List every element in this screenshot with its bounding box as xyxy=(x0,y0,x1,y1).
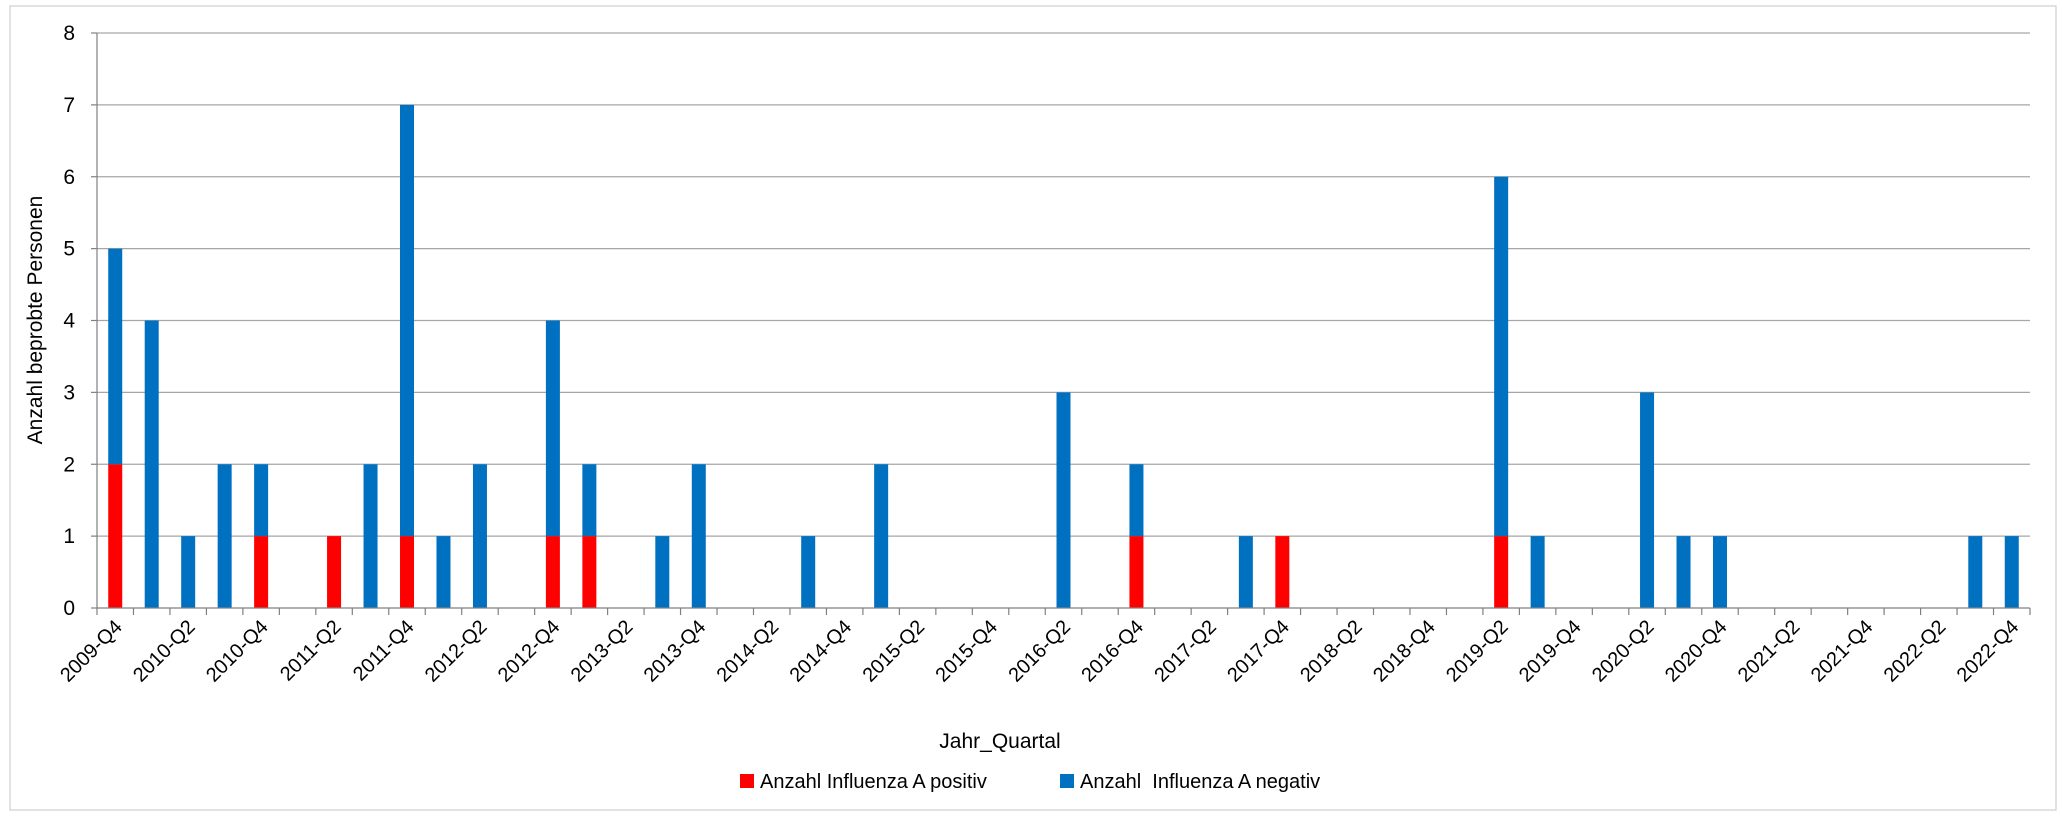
bar-segment-negative xyxy=(1056,392,1071,608)
bar-segment-negative xyxy=(181,536,196,608)
y-tick-label: 7 xyxy=(63,94,75,117)
bar-segment-negative xyxy=(691,464,706,608)
y-tick-label: 1 xyxy=(63,525,75,548)
bar-segment-negative xyxy=(874,464,889,608)
bar-segment-negative xyxy=(801,536,816,608)
bar-segment-negative xyxy=(1712,536,1727,608)
y-tick-label: 3 xyxy=(63,381,75,404)
chart-border xyxy=(9,5,2057,811)
y-tick-label: 8 xyxy=(63,22,75,45)
bar-segment-negative xyxy=(655,536,670,608)
bar-segment-positive xyxy=(1494,536,1509,608)
legend-swatch-negative xyxy=(1060,774,1074,788)
bar-segment-negative xyxy=(436,536,451,608)
y-tick-label: 0 xyxy=(63,597,75,620)
y-tick-label: 5 xyxy=(63,238,75,261)
bar-segment-negative xyxy=(1129,464,1144,537)
bar-segment-negative xyxy=(108,248,123,465)
bar-segment-positive xyxy=(400,536,415,608)
bar-segment-negative xyxy=(472,464,487,608)
bar-segment-negative xyxy=(545,320,560,537)
bar-segment-negative xyxy=(217,464,232,608)
bar-segment-positive xyxy=(327,536,342,608)
bar-segment-negative xyxy=(1238,536,1253,608)
legend-label-negative: Anzahl Influenza A negativ xyxy=(1080,771,1320,793)
legend-swatch-positive xyxy=(740,774,754,788)
bar-segment-negative xyxy=(1530,536,1545,608)
y-tick-label: 6 xyxy=(63,166,75,189)
bar-segment-positive xyxy=(545,536,560,608)
bar-segment-positive xyxy=(1275,536,1290,608)
bar-segment-positive xyxy=(1129,536,1144,608)
bar-segment-negative xyxy=(1968,536,1983,608)
bar-segment-positive xyxy=(254,536,269,608)
bar-segment-negative xyxy=(144,320,159,608)
bar-segment-negative xyxy=(254,464,269,537)
bar-segment-negative xyxy=(400,104,415,537)
legend-label-positive: Anzahl Influenza A positiv xyxy=(760,771,987,793)
y-tick-label: 4 xyxy=(63,310,75,333)
y-axis-title: Anzahl beprobte Personen xyxy=(24,196,47,445)
bar-segment-negative xyxy=(2004,536,2019,608)
bar-segment-negative xyxy=(363,464,378,608)
bar-segment-negative xyxy=(1640,392,1655,608)
y-tick-label: 2 xyxy=(63,453,75,476)
bar-segment-positive xyxy=(582,536,597,608)
legend: Anzahl Influenza A positiv Anzahl Influe… xyxy=(740,771,1320,793)
x-axis-title: Jahr_Quartal xyxy=(939,730,1060,753)
bar-segment-negative xyxy=(1494,176,1509,537)
bar-segment-negative xyxy=(1676,536,1691,608)
bar-segment-positive xyxy=(108,464,123,608)
bars xyxy=(108,104,2019,608)
bar-segment-negative xyxy=(582,464,597,537)
